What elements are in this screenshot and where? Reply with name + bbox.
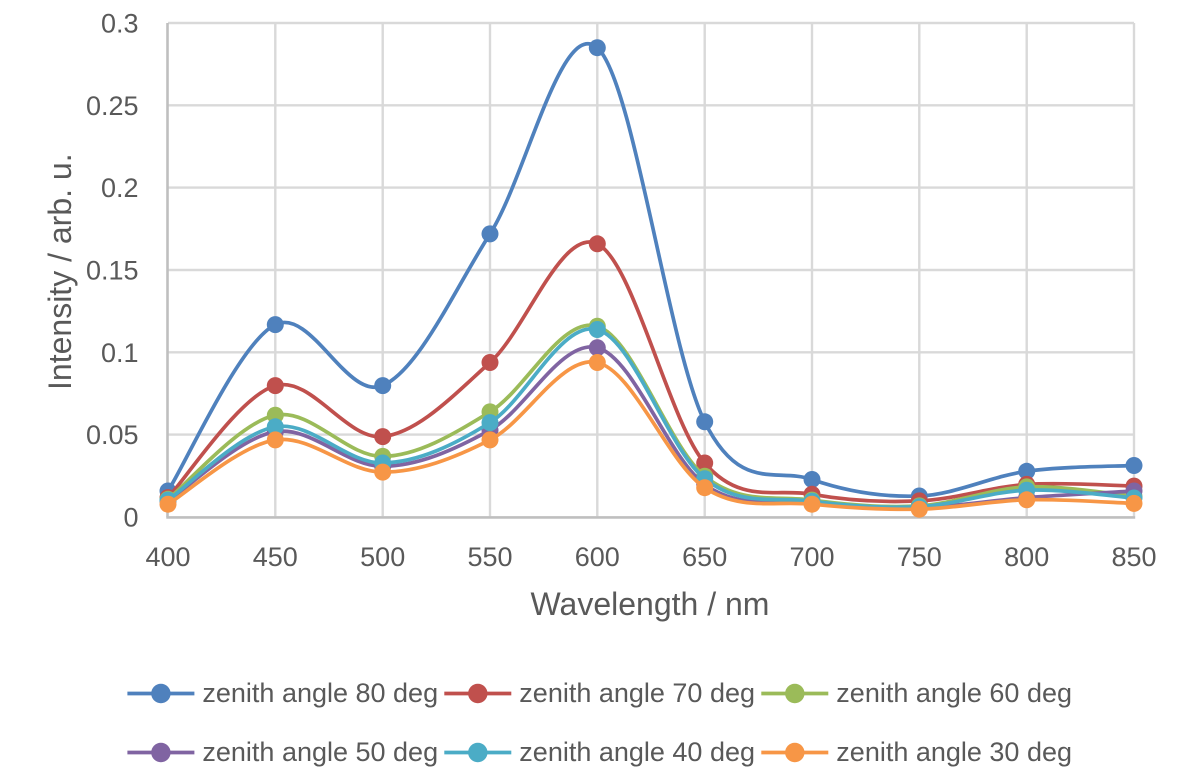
svg-text:zenith angle 80 deg: zenith angle 80 deg — [202, 678, 438, 708]
svg-text:750: 750 — [897, 542, 942, 572]
svg-text:Intensity / arb. u.: Intensity / arb. u. — [42, 153, 78, 390]
svg-text:zenith angle 70 deg: zenith angle 70 deg — [519, 678, 755, 708]
svg-text:850: 850 — [1111, 542, 1156, 572]
svg-text:500: 500 — [360, 542, 405, 572]
svg-text:Wavelength / nm: Wavelength / nm — [531, 586, 770, 622]
svg-text:650: 650 — [682, 542, 727, 572]
svg-text:0.2: 0.2 — [101, 173, 139, 203]
svg-text:0.1: 0.1 — [101, 338, 139, 368]
svg-text:zenith angle 50 deg: zenith angle 50 deg — [202, 737, 438, 767]
svg-text:0.05: 0.05 — [86, 420, 139, 450]
svg-text:550: 550 — [467, 542, 512, 572]
svg-text:800: 800 — [1004, 542, 1049, 572]
svg-text:700: 700 — [789, 542, 834, 572]
svg-text:450: 450 — [253, 542, 298, 572]
svg-text:0.15: 0.15 — [86, 256, 139, 286]
svg-text:zenith angle 30 deg: zenith angle 30 deg — [836, 737, 1072, 767]
svg-text:0.25: 0.25 — [86, 91, 139, 121]
svg-text:400: 400 — [145, 542, 190, 572]
svg-text:zenith angle 60 deg: zenith angle 60 deg — [836, 678, 1072, 708]
svg-text:600: 600 — [575, 542, 620, 572]
svg-text:zenith angle 40 deg: zenith angle 40 deg — [519, 737, 755, 767]
svg-text:0.3: 0.3 — [101, 9, 139, 39]
svg-text:0: 0 — [123, 503, 138, 533]
